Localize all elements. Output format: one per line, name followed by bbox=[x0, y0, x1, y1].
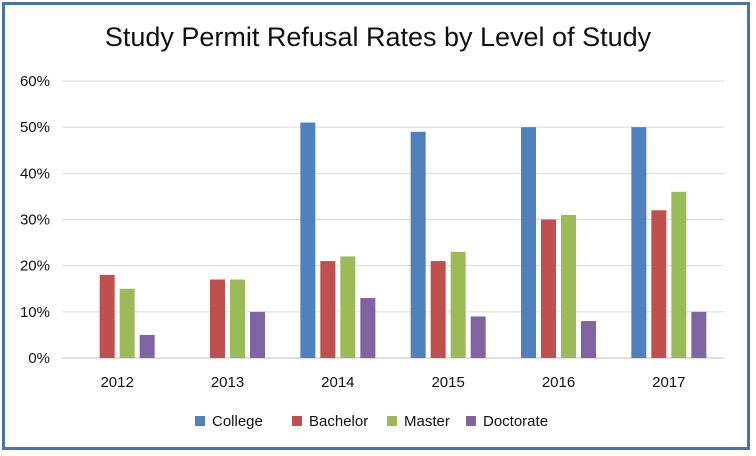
bar-doctorate-2015 bbox=[470, 316, 486, 358]
legend: College Bachelor Master Doctorate bbox=[195, 413, 548, 430]
chart-title: Study Permit Refusal Rates by Level of S… bbox=[104, 22, 652, 52]
bar-bachelor-2017 bbox=[651, 210, 667, 358]
legend-swatch-bachelor bbox=[292, 416, 302, 426]
bar-master-2016 bbox=[561, 214, 576, 358]
bar-college-2016 bbox=[521, 127, 536, 359]
bar-bachelor-2012 bbox=[99, 274, 115, 358]
x-tick-label: 2013 bbox=[211, 374, 244, 391]
bars bbox=[99, 122, 707, 359]
legend-swatch-doctorate bbox=[466, 416, 476, 426]
y-tick-label: 40% bbox=[20, 165, 50, 182]
bar-master-2017 bbox=[671, 191, 687, 358]
bar-bachelor-2013 bbox=[210, 279, 225, 358]
gridlines bbox=[62, 80, 724, 359]
bar-bachelor-2016 bbox=[541, 219, 556, 358]
bar-bachelor-2015 bbox=[430, 261, 446, 358]
y-tick-label: 0% bbox=[28, 350, 50, 367]
legend-swatch-master bbox=[387, 416, 397, 426]
y-tick-label: 10% bbox=[20, 304, 50, 321]
legend-swatch-college bbox=[195, 416, 205, 426]
y-tick-label: 60% bbox=[20, 73, 50, 90]
bar-doctorate-2012 bbox=[139, 334, 155, 358]
chart-frame bbox=[2, 2, 750, 450]
bar-master-2015 bbox=[450, 251, 466, 358]
y-tick-label: 30% bbox=[20, 212, 50, 229]
bar-doctorate-2014 bbox=[360, 297, 376, 358]
legend-label-bachelor: Bachelor bbox=[309, 413, 368, 430]
bar-master-2014 bbox=[340, 256, 356, 358]
bar-master-2013 bbox=[230, 279, 245, 358]
bar-college-2017 bbox=[631, 127, 647, 359]
bar-doctorate-2016 bbox=[581, 321, 596, 358]
x-tick-label: 2015 bbox=[431, 374, 464, 391]
y-tick-label: 50% bbox=[20, 119, 50, 136]
x-tick-label: 2014 bbox=[321, 374, 354, 391]
bar-doctorate-2013 bbox=[250, 311, 265, 358]
y-axis-ticks: 0% 10% 20% 30% 40% 50% 60% bbox=[20, 73, 50, 367]
x-tick-label: 2016 bbox=[542, 374, 575, 391]
x-tick-label: 2012 bbox=[100, 374, 133, 391]
bar-college-2015 bbox=[410, 131, 426, 358]
bar-college-2014 bbox=[300, 122, 316, 358]
y-tick-label: 20% bbox=[20, 258, 50, 275]
legend-label-college: College bbox=[212, 413, 263, 430]
x-tick-label: 2017 bbox=[652, 374, 685, 391]
legend-label-master: Master bbox=[404, 413, 450, 430]
x-axis-ticks: 2012 2013 2014 2015 2016 2017 bbox=[100, 374, 685, 391]
legend-label-doctorate: Doctorate bbox=[483, 413, 548, 430]
bar-master-2012 bbox=[119, 288, 135, 358]
bar-bachelor-2014 bbox=[320, 261, 336, 358]
bar-doctorate-2017 bbox=[691, 311, 707, 358]
